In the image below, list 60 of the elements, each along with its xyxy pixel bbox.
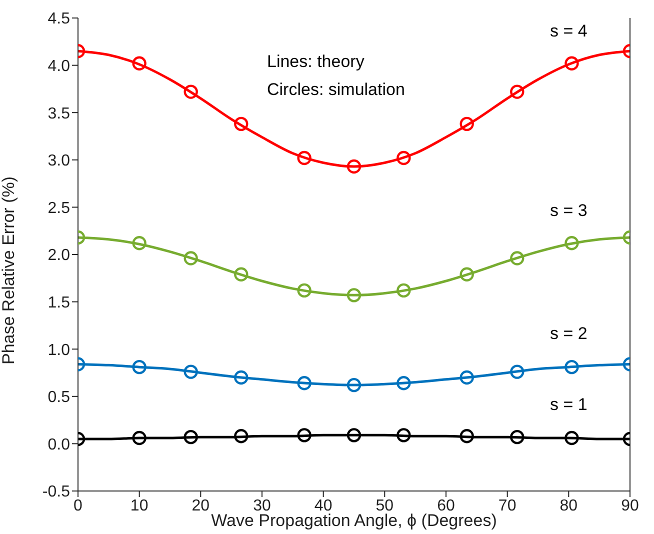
y-tick-label: 3.0 — [48, 152, 70, 170]
point — [297, 428, 312, 442]
point — [396, 428, 411, 442]
point — [234, 267, 248, 282]
y-tick-label: 0.5 — [48, 389, 70, 406]
y-tick-label: 2.0 — [48, 247, 70, 264]
y-tick-label: 0.0 — [48, 436, 70, 454]
point — [234, 116, 248, 132]
point — [346, 159, 362, 174]
point — [510, 430, 524, 444]
y-tick-label: 2.5 — [48, 200, 70, 217]
point — [184, 364, 198, 379]
y-tick-label: 1.5 — [48, 294, 70, 312]
x-tick-label: 90 — [621, 497, 639, 514]
point — [396, 376, 411, 390]
x-tick-label: 80 — [560, 497, 578, 514]
point — [510, 364, 524, 379]
point — [132, 430, 146, 446]
x-tick-label: 70 — [498, 497, 516, 514]
series-label: s = 4 — [550, 21, 588, 40]
point — [297, 283, 312, 298]
point — [396, 283, 411, 298]
point — [510, 251, 524, 266]
annotation: Lines: theory — [267, 52, 364, 72]
y-tick-label: 4.0 — [48, 58, 70, 75]
series-label: s = 2 — [550, 324, 588, 344]
point — [234, 370, 248, 385]
point — [564, 360, 579, 374]
point — [396, 150, 411, 166]
y-tick-label: 4.5 — [48, 10, 70, 28]
point — [297, 376, 312, 390]
point — [132, 360, 146, 374]
point — [564, 56, 579, 71]
x-tick-label: 0 — [74, 497, 83, 514]
point — [460, 429, 474, 444]
point — [510, 84, 524, 99]
point — [297, 150, 312, 166]
point — [460, 370, 474, 385]
point — [564, 430, 579, 446]
point — [460, 267, 474, 282]
series-label: s = 3 — [550, 201, 588, 220]
series-label: s = 1 — [550, 395, 588, 414]
point — [346, 378, 362, 392]
y-tick-label: 3.5 — [48, 105, 70, 122]
point — [184, 430, 198, 444]
x-tick-label: 20 — [192, 497, 210, 514]
point — [184, 84, 198, 99]
point — [346, 428, 362, 442]
y-tick-label: -0.5 — [42, 484, 70, 501]
point — [346, 288, 362, 302]
point — [184, 251, 198, 266]
point — [132, 236, 146, 250]
point — [460, 116, 474, 132]
point — [132, 56, 146, 71]
x-tick-label: 10 — [130, 497, 148, 514]
annotation: Circles: simulation — [267, 80, 405, 100]
y-axis-title: Phase Relative Error (%) — [0, 176, 18, 364]
y-tick-label: 1.0 — [48, 342, 70, 359]
point — [564, 236, 579, 250]
point — [234, 429, 248, 444]
